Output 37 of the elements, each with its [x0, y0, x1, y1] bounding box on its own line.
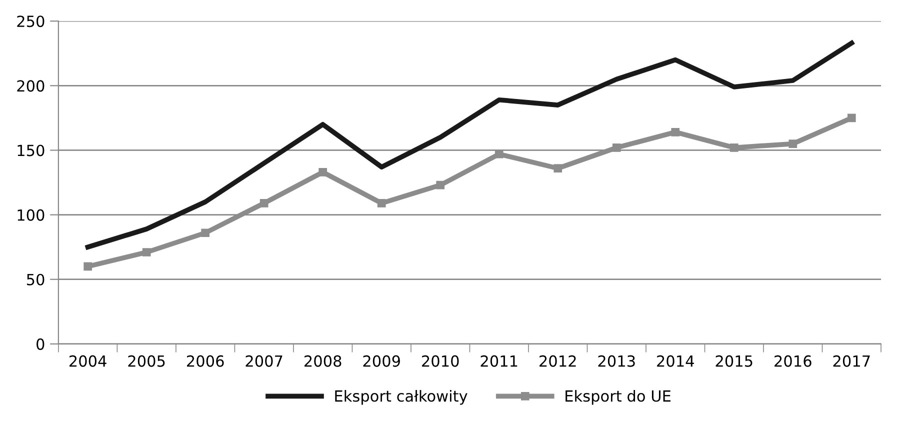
y-tick-label: 100 — [18, 209, 44, 221]
point — [436, 180, 445, 190]
point — [612, 143, 621, 152]
y-tick-label: 0 — [36, 338, 44, 350]
point — [318, 168, 328, 176]
x-tick-label: 2004 — [69, 355, 106, 367]
x-tick-label: 2011 — [480, 355, 518, 367]
point — [730, 143, 738, 152]
x-tick-label: 2005 — [128, 355, 165, 367]
line-series — [85, 40, 854, 250]
point — [554, 164, 562, 172]
x-tick-label: 2014 — [657, 355, 694, 367]
point — [494, 150, 504, 158]
x-tick-label: 2007 — [246, 355, 282, 367]
legend-label: Eksport do UE — [566, 390, 670, 405]
x-tick-label: 2008 — [304, 355, 342, 367]
x-tick-label: 2006 — [187, 355, 224, 367]
y-tick-label: 250 — [17, 16, 44, 28]
point — [84, 262, 92, 271]
y-tick-label: 150 — [18, 144, 44, 156]
point — [671, 128, 680, 136]
point — [260, 199, 268, 208]
x-tick-label: 2016 — [774, 355, 812, 367]
y-tick-label: 200 — [17, 80, 44, 92]
x-tick-label: 2013 — [598, 355, 635, 367]
point — [377, 199, 386, 208]
point — [142, 248, 151, 256]
x-tick-label: 2012 — [540, 355, 576, 367]
point — [201, 228, 210, 238]
point — [788, 140, 798, 148]
y-tick-label: 50 — [26, 274, 44, 286]
x-tick-label: 2009 — [363, 355, 400, 367]
x-tick-label: 2015 — [716, 355, 752, 367]
point — [847, 114, 856, 122]
x-tick-label: 2017 — [833, 355, 870, 367]
legend-label: Eksport całkowity — [335, 390, 468, 405]
x-tick-label: 2010 — [422, 355, 459, 367]
